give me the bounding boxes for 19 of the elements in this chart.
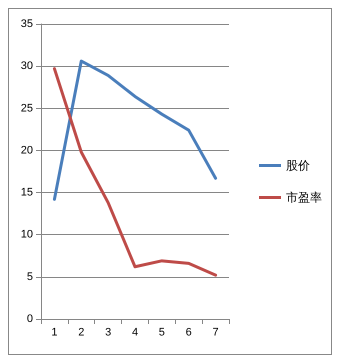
legend-label: 股价: [286, 158, 310, 172]
line-series: [52, 67, 218, 277]
x-tick-label: 1: [51, 326, 58, 338]
x-tick-label: 5: [158, 326, 165, 338]
x-tick-label: 4: [132, 326, 138, 338]
y-tick-label: 15: [20, 186, 33, 199]
y-tick-label: 10: [20, 228, 33, 241]
legend-label: 市盈率: [286, 190, 322, 204]
y-tick-label: 25: [20, 102, 33, 114]
x-tick-label: 6: [186, 326, 192, 338]
x-tick-label: 7: [212, 326, 219, 338]
y-tick-label: 30: [20, 60, 33, 72]
x-tick-label: 2: [78, 326, 84, 338]
x-tick-label: 3: [105, 326, 112, 338]
line-series: [52, 60, 218, 201]
y-tick-label: 5: [26, 270, 33, 283]
y-tick-label: 20: [20, 144, 33, 156]
y-tick-label: 35: [20, 18, 33, 30]
y-tick-label: 0: [26, 313, 33, 325]
